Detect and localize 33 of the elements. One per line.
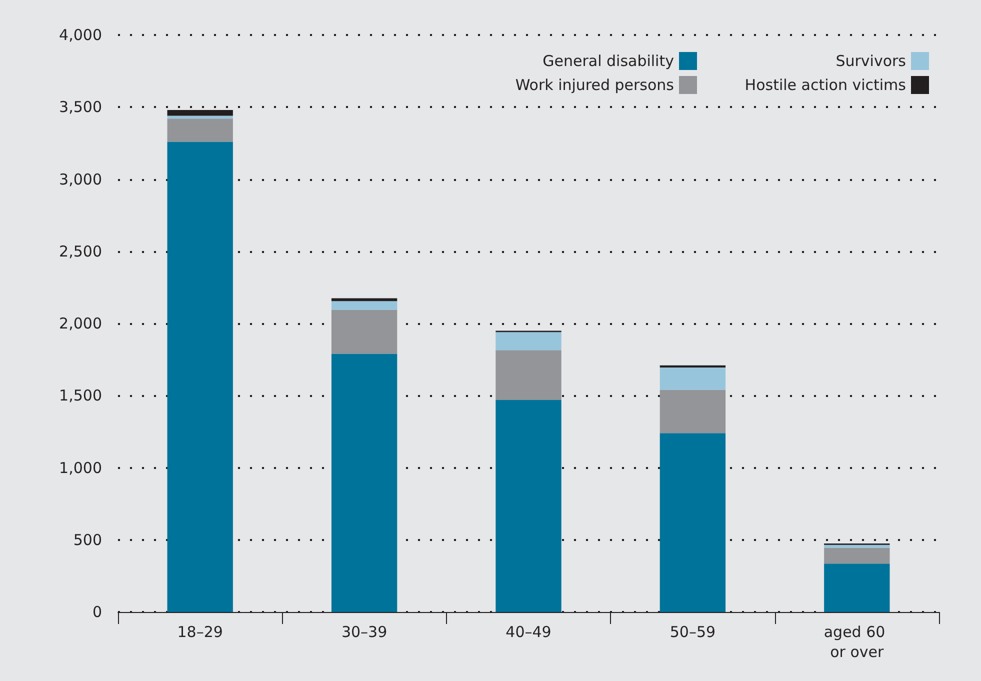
- bar: [331, 301, 398, 310]
- legend-label: Hostile action victims: [744, 76, 906, 94]
- bar: [660, 367, 726, 390]
- legend-label: General disability: [542, 52, 674, 70]
- y-tick-label: 4,000: [59, 26, 102, 44]
- bar: [167, 110, 233, 116]
- x-tick-label: 30–39: [341, 623, 388, 641]
- legend-label: Survivors: [836, 52, 906, 70]
- bar: [496, 350, 562, 400]
- y-tick-label: 3,500: [59, 98, 102, 116]
- x-tick-label: 18–29: [177, 623, 223, 641]
- bar: [660, 390, 726, 434]
- legend-label: Work injured persons: [515, 76, 674, 94]
- x-tick-label: aged 60 or over: [824, 623, 890, 661]
- bar: [331, 310, 398, 354]
- x-tick-label: 40–49: [506, 623, 552, 641]
- bar: [824, 548, 890, 564]
- y-tick-label: 2,000: [59, 314, 102, 332]
- y-tick-label: 1,000: [59, 458, 102, 477]
- y-tick-label: 2,500: [59, 242, 102, 260]
- bar: [496, 400, 562, 612]
- bar: [660, 433, 726, 612]
- bar: [167, 118, 233, 142]
- y-tick-label: 3,000: [59, 170, 102, 188]
- bar: [496, 332, 562, 350]
- bar: [331, 354, 398, 612]
- y-tick-label: 500: [73, 530, 102, 549]
- bar: [167, 142, 233, 612]
- y-tick-label: 0: [92, 603, 102, 621]
- bar: [824, 544, 890, 548]
- bar: [824, 564, 890, 612]
- x-tick-label: 50–59: [670, 623, 716, 641]
- y-tick-label: 1,500: [59, 386, 102, 405]
